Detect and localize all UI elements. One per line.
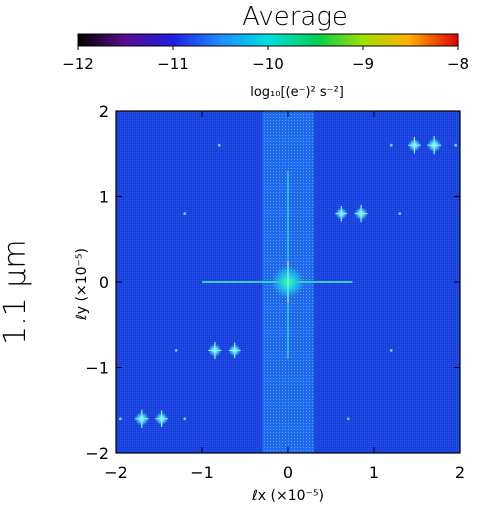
- faint-spot: [346, 417, 350, 421]
- colorbar-label: log₁₀[(e⁻)² s⁻²]: [250, 85, 344, 100]
- y-axis-label: ℓy (×10⁻⁵): [74, 248, 90, 321]
- bright-spot: [354, 205, 368, 223]
- faint-spot: [398, 212, 402, 216]
- faint-spot: [389, 143, 393, 147]
- faint-spot: [118, 417, 122, 421]
- heatmap-features: [118, 111, 458, 453]
- colorbar-tick-label: −11: [157, 55, 189, 73]
- bright-spot: [408, 136, 421, 154]
- wavelength-label: 1.1 μm: [0, 239, 33, 345]
- faint-spot: [183, 417, 187, 421]
- colorbar-tick-label: −9: [352, 55, 374, 73]
- x-tick-label: −2: [104, 463, 128, 482]
- colorbar-gradient: [77, 33, 459, 47]
- x-axis-label: ℓx (×10⁻⁵): [251, 488, 324, 504]
- plot-area: −2 −1 0 1 2 −2 −1 0 1 2: [85, 102, 465, 482]
- y-tick-label: 2: [99, 102, 109, 121]
- x-tick-label: 2: [455, 463, 465, 482]
- y-tick-label: −2: [85, 444, 109, 463]
- y-tick-label: −1: [85, 359, 109, 378]
- colorbar-tick-label: −12: [62, 55, 94, 73]
- bright-spot: [155, 410, 168, 428]
- x-tick-label: −1: [190, 463, 214, 482]
- faint-spot: [389, 349, 393, 352]
- faint-spot: [174, 349, 178, 352]
- faint-spot: [217, 143, 221, 147]
- axis-ticks: −2 −1 0 1 2 −2 −1 0 1 2: [85, 102, 465, 482]
- central-peak: [272, 261, 304, 303]
- x-tick-label: 1: [369, 463, 379, 482]
- colorbar: −12 −11 −10 −9 −8 log₁₀[(e⁻)² s⁻²]: [62, 33, 469, 100]
- bright-spot: [335, 205, 348, 222]
- faint-spot: [454, 143, 458, 147]
- x-tick-label: 0: [283, 463, 293, 482]
- chart-title: Average: [242, 2, 348, 32]
- faint-spot: [183, 212, 187, 216]
- bright-spot: [208, 341, 222, 359]
- colorbar-tick-label: −10: [252, 55, 284, 73]
- bright-spot: [427, 136, 442, 155]
- bright-spot: [228, 342, 241, 359]
- y-tick-label: 1: [99, 188, 109, 207]
- colorbar-ticks: −12 −11 −10 −9 −8: [62, 46, 469, 73]
- colorbar-tick-label: −8: [447, 55, 469, 73]
- y-tick-label: 0: [99, 273, 109, 292]
- bright-spot: [134, 409, 149, 428]
